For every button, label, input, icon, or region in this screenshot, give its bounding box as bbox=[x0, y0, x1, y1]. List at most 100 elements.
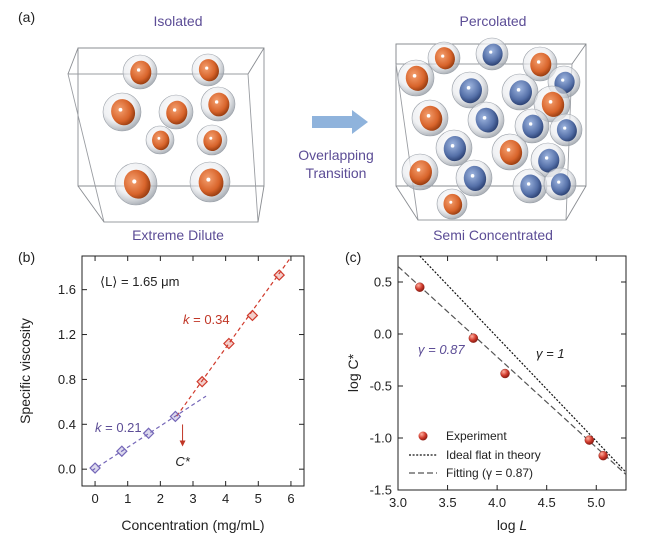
panel-c-x-axis-prefix: log bbox=[497, 517, 520, 533]
particle-core bbox=[482, 43, 503, 66]
particle-highlight bbox=[528, 122, 533, 126]
x-tick-label: 5 bbox=[255, 491, 262, 506]
particle-core bbox=[443, 135, 467, 162]
particle bbox=[191, 53, 225, 87]
particle-highlight bbox=[516, 88, 521, 92]
panel-c-label: (c) bbox=[345, 249, 361, 265]
particle bbox=[522, 46, 558, 82]
dilute-slope-label: k = 0.21 bbox=[95, 420, 142, 435]
particle-core bbox=[556, 119, 577, 142]
x-tick-label: 1 bbox=[124, 491, 131, 506]
particle-highlight bbox=[412, 74, 417, 78]
particle bbox=[401, 153, 439, 191]
x-tick-label: 4.0 bbox=[488, 495, 506, 510]
panel-b-chart: (b) 0 1 2 3 4 5 6 0.0 0.4 0.8 1.2 1.6 Concentration… bbox=[17, 249, 305, 533]
legend-ideal-label: Ideal flat in theory bbox=[446, 448, 541, 462]
particle bbox=[512, 168, 548, 204]
y-tick-label: -1.0 bbox=[370, 431, 392, 446]
panel-b-axes: 0 1 2 3 4 5 6 0.0 0.4 0.8 1.2 1.6 bbox=[58, 256, 304, 506]
particle-core bbox=[463, 165, 487, 192]
legend-experiment-marker bbox=[418, 431, 428, 441]
x-tick-label: 4.5 bbox=[538, 495, 556, 510]
particle-core bbox=[509, 80, 532, 106]
particle bbox=[491, 133, 529, 171]
percolated-particles bbox=[397, 37, 583, 220]
extreme-dilute-caption: Extreme Dilute bbox=[132, 227, 224, 243]
particle bbox=[196, 124, 228, 156]
semi-dilute-data-point bbox=[196, 375, 208, 388]
particle bbox=[467, 101, 505, 139]
semi-dilute-slope-symbol: k bbox=[183, 312, 191, 327]
dilute-data-point bbox=[169, 410, 182, 423]
particle-highlight bbox=[466, 86, 471, 90]
particle-highlight bbox=[506, 148, 511, 152]
particle-highlight bbox=[157, 136, 161, 140]
particle-highlight bbox=[544, 156, 549, 160]
panel-b-plot-frame bbox=[81, 255, 305, 487]
dilute-data-point bbox=[115, 445, 128, 458]
particle-core bbox=[198, 168, 224, 197]
particle bbox=[200, 86, 236, 122]
particle bbox=[114, 162, 158, 206]
particle-highlight bbox=[136, 68, 141, 72]
particle-core bbox=[530, 52, 552, 77]
semi-concentrated-caption: Semi Concentrated bbox=[433, 227, 553, 243]
particle bbox=[451, 71, 489, 109]
dilute-slope-value: = 0.21 bbox=[102, 420, 142, 435]
semi-dilute-data-point bbox=[246, 309, 259, 322]
panel-c-data-points bbox=[415, 282, 608, 461]
particle-core bbox=[123, 169, 151, 199]
particle bbox=[543, 167, 577, 201]
y-tick-label: 1.2 bbox=[58, 327, 76, 342]
transition-arrow-icon bbox=[312, 110, 368, 134]
panel-c-y-axis-label: log C* bbox=[345, 353, 361, 392]
particle-highlight bbox=[557, 180, 561, 184]
y-tick-label: 0.5 bbox=[374, 275, 392, 290]
semi-dilute-data-point bbox=[273, 269, 286, 281]
particle-core bbox=[409, 160, 432, 186]
panel-b-x-axis-label: Concentration (mg/mL) bbox=[121, 517, 264, 533]
panel-a-label: (a) bbox=[18, 9, 35, 25]
dilute-data-point bbox=[142, 427, 155, 440]
panel-c-x-axis-label: log L bbox=[497, 517, 527, 533]
particle bbox=[158, 94, 194, 130]
particle-highlight bbox=[536, 60, 541, 64]
particle-core bbox=[459, 78, 482, 104]
particle-highlight bbox=[470, 174, 475, 178]
semi-dilute-fit-line bbox=[176, 256, 292, 417]
particle-highlight bbox=[209, 136, 213, 140]
y-tick-label: 1.6 bbox=[58, 282, 76, 297]
dilute-slope-symbol: k bbox=[95, 420, 103, 435]
particle-highlight bbox=[214, 100, 219, 104]
particle-highlight bbox=[132, 179, 137, 184]
particle-highlight bbox=[526, 182, 531, 186]
legend-experiment-label: Experiment bbox=[446, 429, 507, 443]
particle-core bbox=[208, 92, 230, 117]
particle bbox=[501, 73, 539, 111]
gamma-fit-label: γ = 0.87 bbox=[418, 342, 465, 357]
semi-dilute-slope-label: k = 0.34 bbox=[183, 312, 230, 327]
particle-highlight bbox=[205, 66, 209, 70]
legend-fitting-label: Fitting (γ = 0.87) bbox=[446, 466, 533, 480]
x-tick-label: 0 bbox=[91, 491, 98, 506]
mean-length-annotation: ⟨L⟩ = 1.65 μm bbox=[100, 274, 179, 289]
particle bbox=[455, 159, 493, 197]
particle bbox=[514, 108, 550, 144]
particle-core bbox=[443, 193, 463, 215]
percolated-title: Percolated bbox=[460, 13, 527, 29]
particle bbox=[122, 54, 158, 90]
y-tick-label: 0.8 bbox=[58, 372, 76, 387]
critical-arrow-head bbox=[179, 440, 186, 447]
critical-concentration-label: C* bbox=[175, 454, 190, 469]
particle-core bbox=[130, 60, 152, 85]
particle bbox=[102, 92, 142, 132]
particle-highlight bbox=[489, 50, 493, 54]
particle-highlight bbox=[561, 78, 565, 82]
particle bbox=[549, 113, 583, 147]
particle-highlight bbox=[118, 107, 123, 112]
experiment-data-point bbox=[584, 435, 595, 445]
particle-core bbox=[499, 139, 523, 166]
particle-core bbox=[541, 91, 565, 117]
panel-b-label: (b) bbox=[18, 249, 35, 265]
isolated-particles bbox=[102, 53, 236, 206]
